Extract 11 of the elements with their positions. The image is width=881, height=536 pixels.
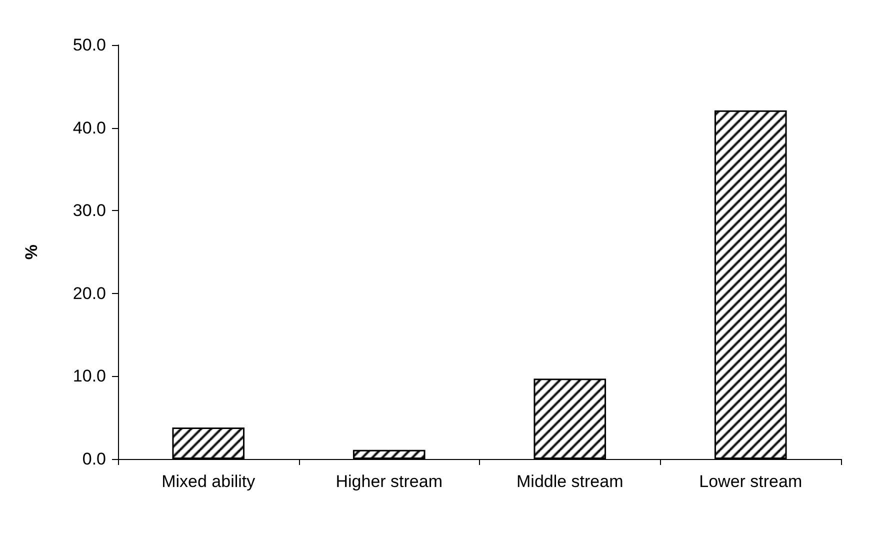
- y-tick-label: 10.0: [72, 366, 106, 386]
- x-tick-label: Middle stream: [516, 472, 624, 491]
- y-tick-label: 40.0: [72, 118, 106, 138]
- y-tick-label: 0.0: [82, 450, 106, 468]
- y-tick-label: 50.0: [72, 36, 106, 54]
- y-axis-title: %: [22, 244, 41, 260]
- x-tick-label: Lower stream: [699, 472, 802, 491]
- y-tick-label: 30.0: [72, 201, 106, 220]
- x-tick-label: Mixed ability: [162, 472, 256, 491]
- x-tick-label: Higher stream: [336, 472, 443, 491]
- y-tick-label: 20.0: [72, 284, 106, 303]
